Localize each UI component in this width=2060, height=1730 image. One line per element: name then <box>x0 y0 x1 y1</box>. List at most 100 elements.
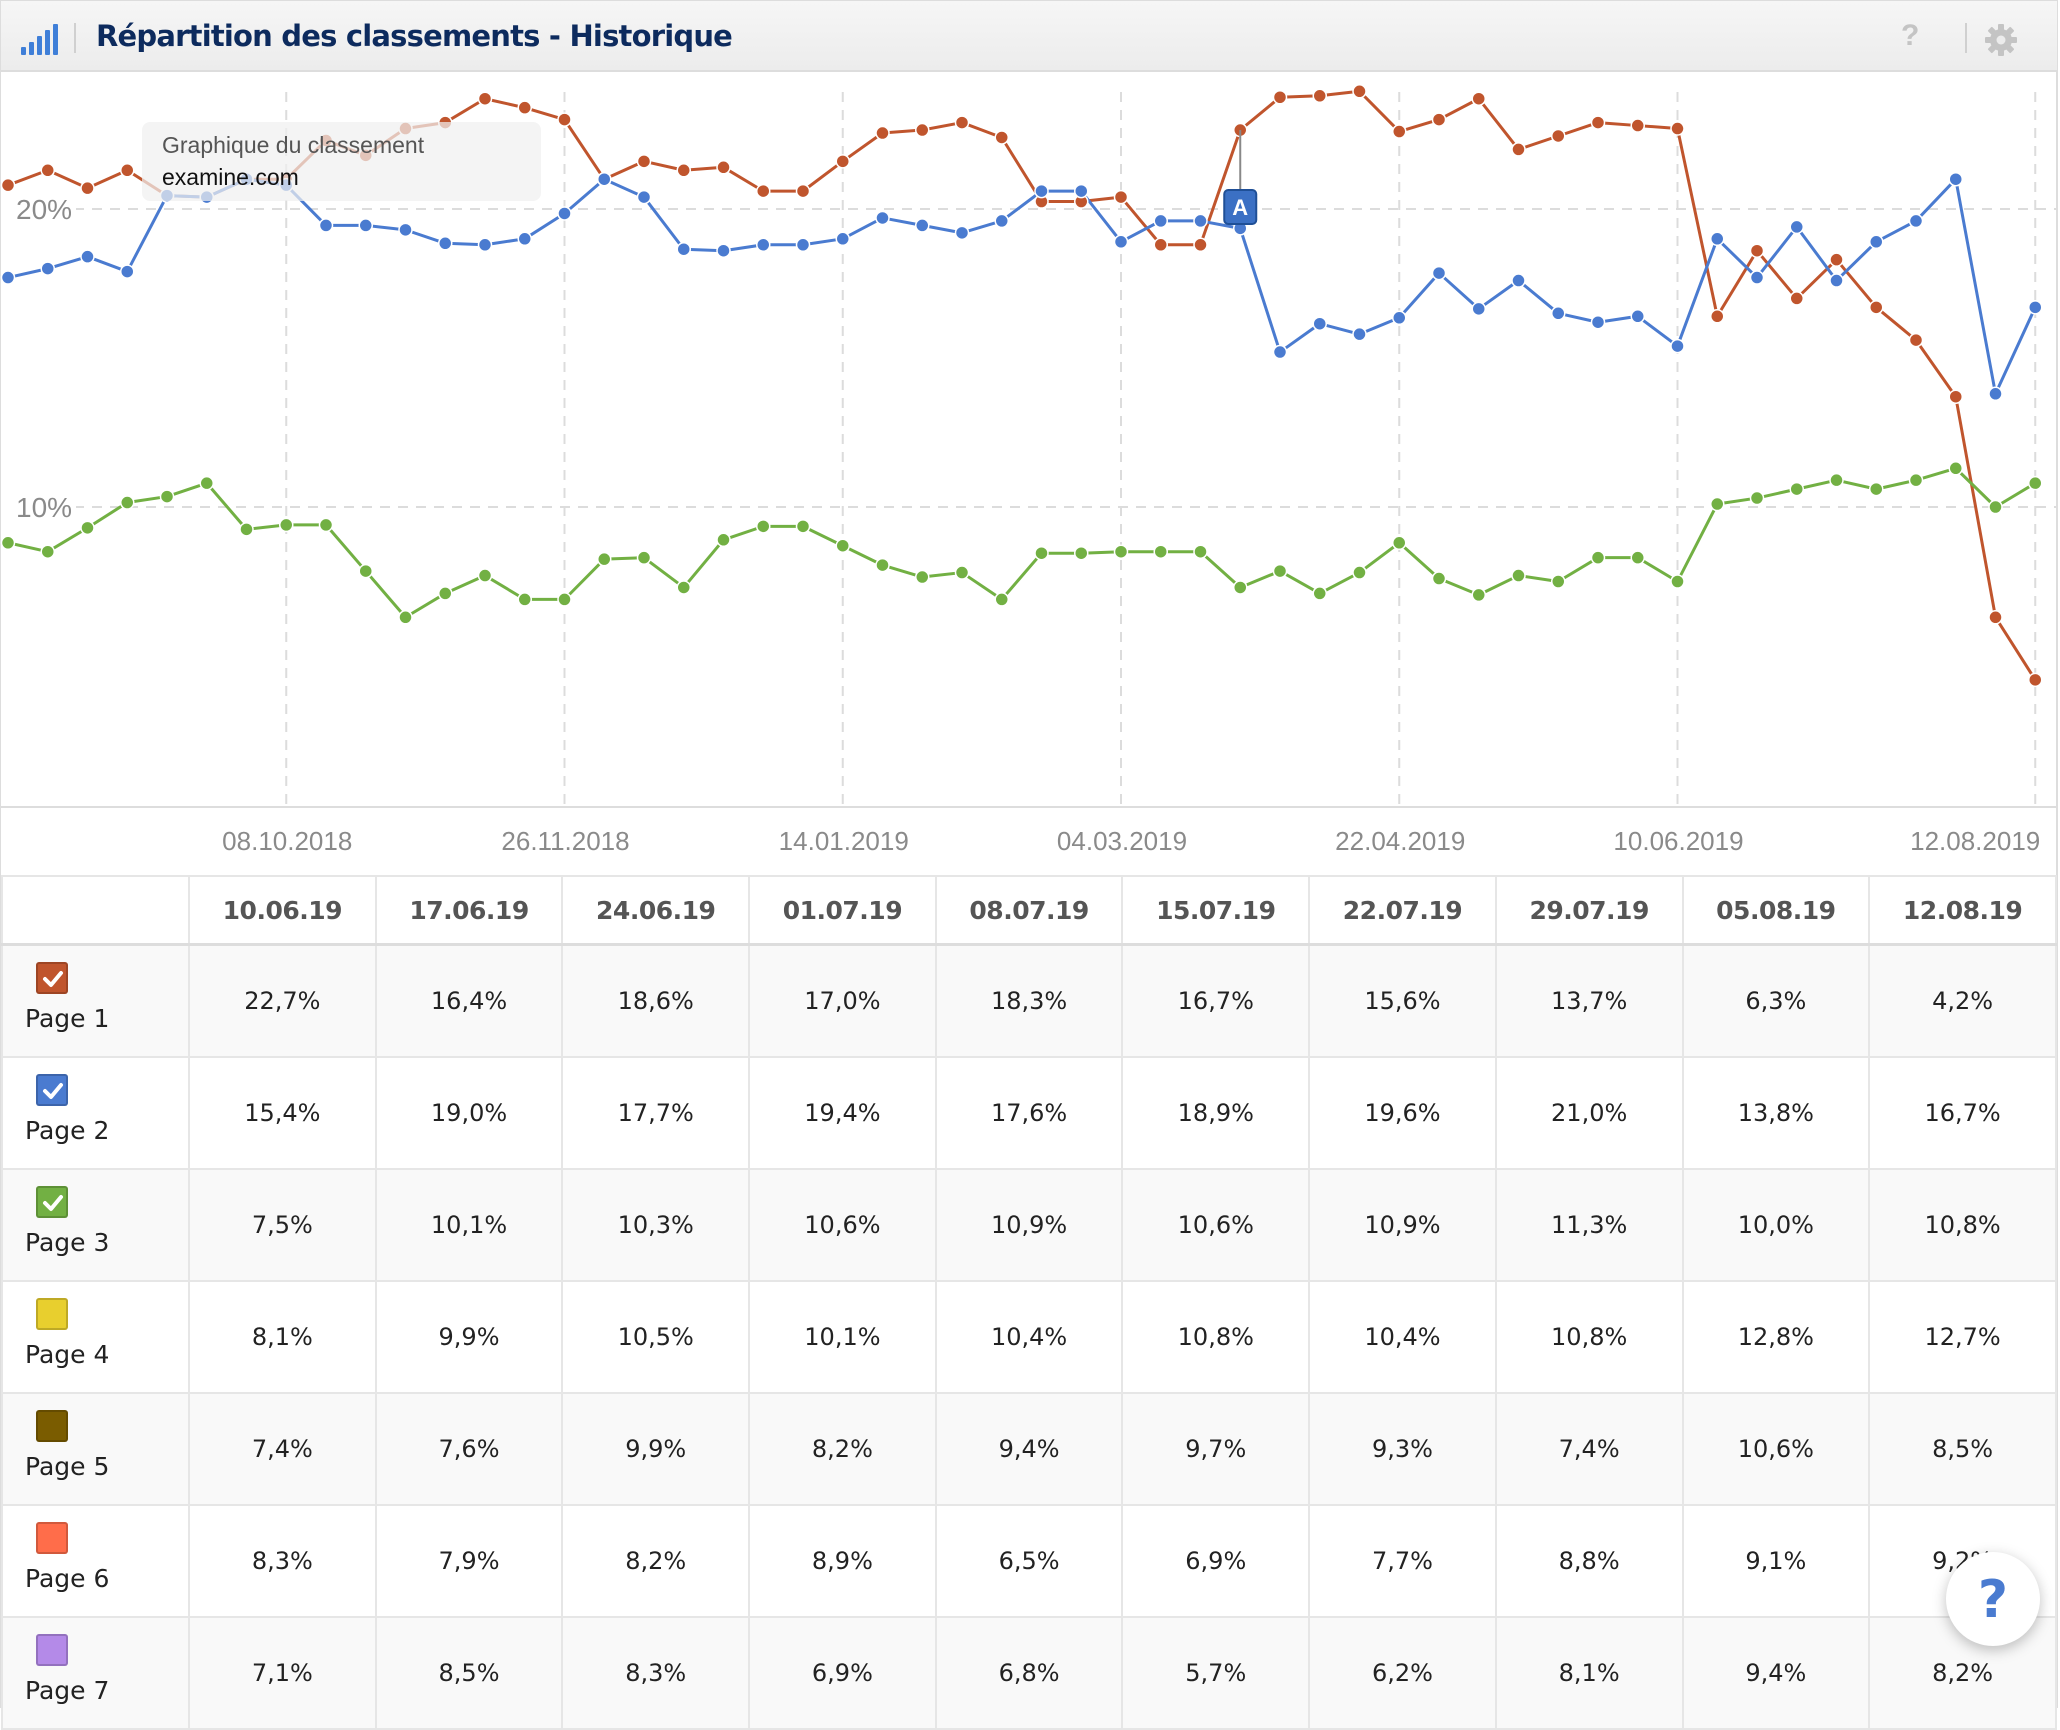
data-point <box>994 213 1009 229</box>
row-label-cell: Page 4 <box>1 1280 190 1394</box>
table-header-row: 10.06.19 17.06.19 24.06.19 01.07.19 08.07.19… <box>1 875 2057 946</box>
data-point <box>517 231 532 247</box>
value-cell: 10,3% <box>561 1168 751 1282</box>
data-point <box>1789 481 1804 497</box>
value-cell: 12,7% <box>1868 1280 2057 1394</box>
data-point <box>1988 386 2003 402</box>
data-point <box>1511 142 1526 157</box>
chart-tooltip: Graphique du classement examine.com <box>142 122 541 201</box>
series-checkbox-unchecked[interactable] <box>36 1634 68 1666</box>
data-point <box>1471 91 1486 106</box>
data-point <box>1113 234 1129 250</box>
value-cell: 10,0% <box>1681 1168 1871 1282</box>
value-cell: 15,6% <box>1308 943 1497 1058</box>
value-cell: 8,9% <box>748 1504 937 1618</box>
data-point <box>1113 544 1129 559</box>
data-point <box>597 551 612 567</box>
series-checkbox-checked[interactable] <box>36 1186 68 1218</box>
series-checkbox-checked[interactable] <box>36 1074 68 1106</box>
floating-help-button[interactable]: ? <box>1946 1552 2040 1646</box>
data-point <box>1352 84 1367 99</box>
data-point <box>1511 568 1526 583</box>
data-point <box>1710 496 1725 512</box>
data-point <box>1829 472 1844 488</box>
data-point <box>1153 237 1168 253</box>
value-cell: 16,7% <box>1868 1056 2057 1170</box>
value-cell: 7,4% <box>188 1392 377 1506</box>
value-cell: 7,4% <box>1494 1392 1684 1506</box>
data-point <box>1471 301 1486 317</box>
signal-bars-icon <box>21 23 58 55</box>
data-point <box>1988 499 2003 515</box>
series-label: Page 3 <box>25 1228 110 1257</box>
data-point <box>557 592 572 607</box>
data-point <box>40 261 55 276</box>
column-header-date: 15.07.19 <box>1121 875 1311 946</box>
widget-title: Répartition des classements - Historique <box>96 19 733 53</box>
help-icon[interactable]: ? <box>1901 19 1920 52</box>
table-row: Page 6 8,3% 7,9% 8,2% 8,9% 6,5% 6,9% 7,7% 8,8% 9,… <box>1 1504 2057 1618</box>
value-cell: 7,1% <box>188 1616 377 1730</box>
x-tick-label: 12.08.2019 <box>1910 826 2041 856</box>
data-point <box>1988 610 2003 625</box>
column-header-date: 01.07.19 <box>748 875 937 946</box>
series-label: Page 5 <box>25 1452 110 1481</box>
series-checkbox-checked[interactable] <box>36 962 68 994</box>
data-point <box>1590 115 1606 130</box>
series-label: Page 6 <box>25 1564 110 1593</box>
data-point <box>1352 326 1367 342</box>
data-point <box>1034 545 1049 561</box>
series-checkbox-unchecked[interactable] <box>36 1522 68 1554</box>
value-cell: 17,6% <box>934 1056 1124 1170</box>
value-cell: 9,9% <box>561 1392 751 1506</box>
series-line-2 <box>7 177 2037 396</box>
value-cell: 7,5% <box>188 1168 377 1282</box>
value-cell: 10,9% <box>1308 1168 1497 1282</box>
data-point <box>0 177 16 193</box>
data-point <box>1630 118 1645 133</box>
row-label-cell: Page 1 <box>1 943 190 1058</box>
data-point <box>120 163 135 178</box>
data-point <box>517 592 532 607</box>
data-point <box>199 475 214 491</box>
x-tick-label: 10.06.2019 <box>1613 826 1744 856</box>
checkmark-icon <box>43 1195 63 1211</box>
data-point <box>398 222 413 238</box>
data-point <box>40 163 55 178</box>
data-point <box>1312 316 1327 331</box>
data-point <box>398 610 413 625</box>
value-cell: 8,3% <box>561 1616 751 1730</box>
value-cell: 6,3% <box>1681 943 1871 1058</box>
data-point <box>954 565 970 580</box>
series-checkbox-unchecked[interactable] <box>36 1298 68 1330</box>
data-point <box>795 237 811 253</box>
data-point <box>557 112 572 127</box>
data-point <box>1193 213 1208 229</box>
data-point <box>1749 243 1765 258</box>
data-point <box>1193 237 1208 253</box>
checkmark-icon <box>43 1083 63 1099</box>
value-cell: 8,5% <box>374 1616 564 1730</box>
value-cell: 6,8% <box>934 1616 1124 1730</box>
row-label-cell: Page 7 <box>1 1616 190 1730</box>
value-cell: 18,3% <box>934 943 1124 1058</box>
data-point <box>716 160 731 175</box>
data-point <box>0 535 16 551</box>
data-point <box>636 189 652 205</box>
table-row: Page 5 7,4% 7,6% 9,9% 8,2% 9,4% 9,7% 9,3% 7,4% 10… <box>1 1392 2057 1506</box>
table-row: Page 4 8,1% 9,9% 10,5% 10,1% 10,4% 10,8% 10,4% 1… <box>1 1280 2057 1394</box>
data-point <box>954 115 970 130</box>
table-row: Page 1 22,7% 16,4% 18,6% 17,0% 18,3% 16,7% 15,6… <box>1 943 2057 1058</box>
data-point <box>994 130 1009 145</box>
data-point <box>1869 300 1884 315</box>
series-checkbox-unchecked[interactable] <box>36 1410 68 1442</box>
data-point <box>1392 535 1407 551</box>
data-point <box>835 154 850 169</box>
value-cell: 8,3% <box>188 1504 377 1618</box>
data-point <box>1153 213 1168 229</box>
x-tick-label: 14.01.2019 <box>778 826 909 856</box>
data-point <box>795 519 811 534</box>
value-cell: 15,4% <box>188 1056 377 1170</box>
gear-icon[interactable] <box>1984 23 2018 57</box>
column-header-date: 12.08.19 <box>1868 875 2057 946</box>
